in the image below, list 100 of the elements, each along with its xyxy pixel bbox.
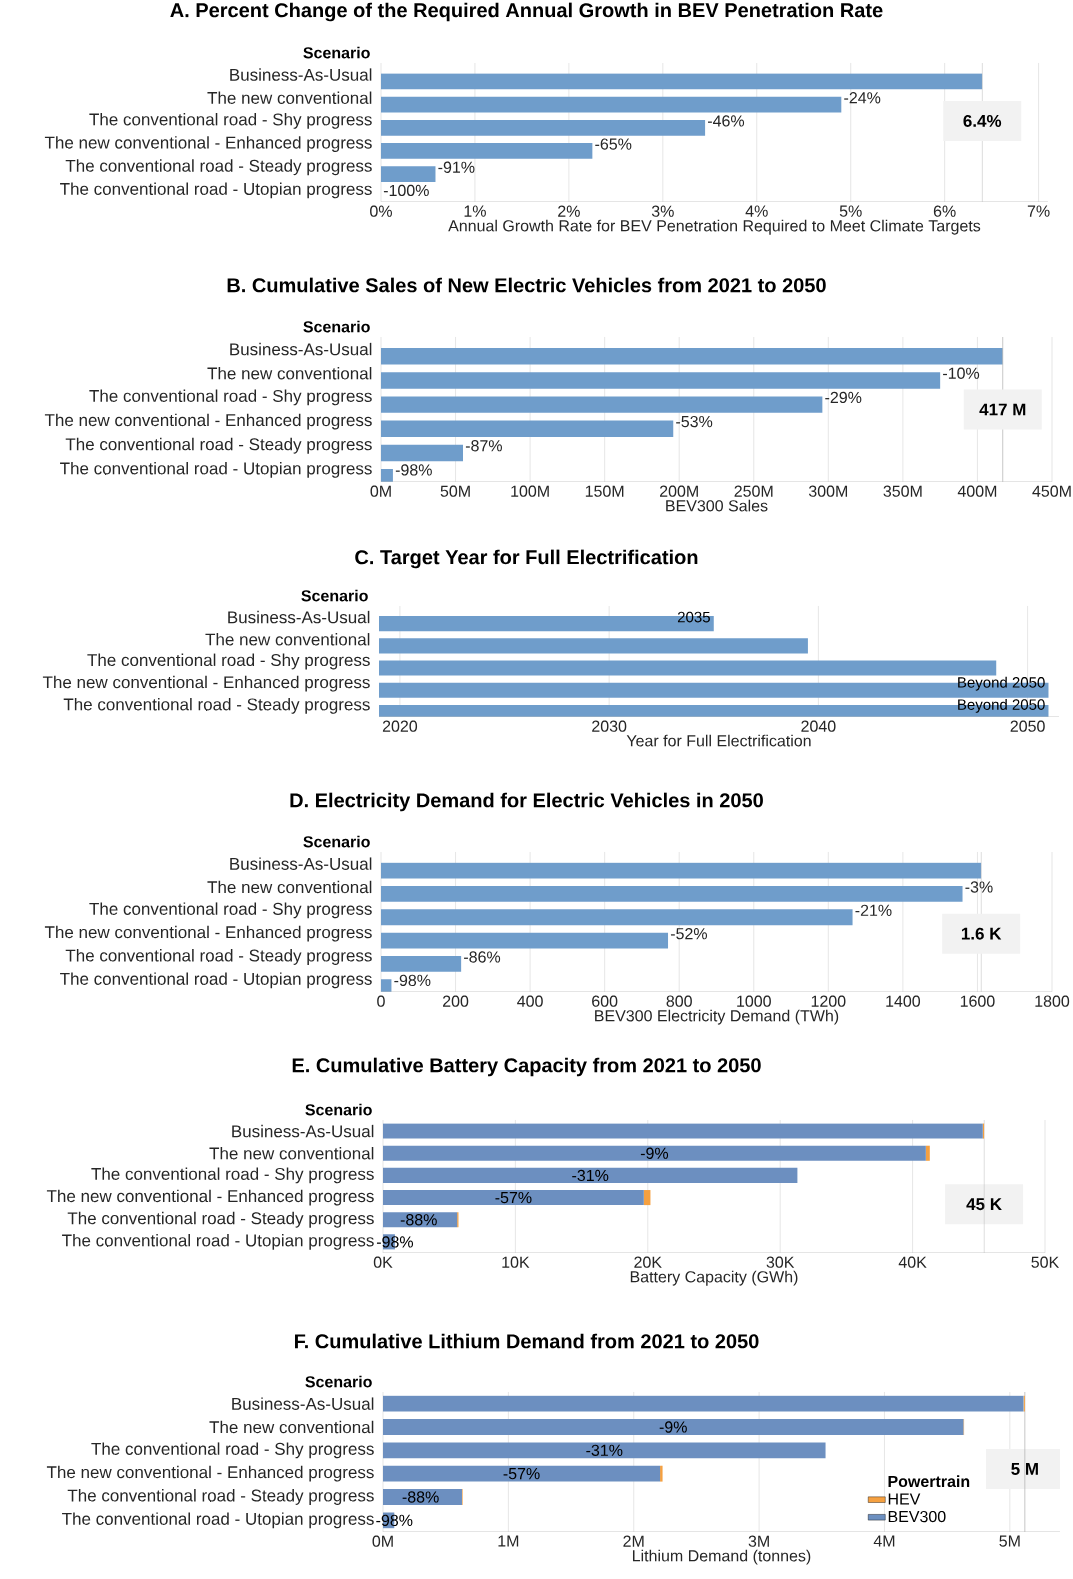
x-tick-label: 2%	[558, 205, 580, 217]
y-axis-title: Scenario	[303, 320, 370, 333]
x-tick-label: 800	[666, 995, 692, 1007]
chart-title: A. Percent Change of the Required Annual Growth in BEV Penetration Rate	[170, 2, 883, 22]
x-tick-label: 0	[377, 995, 385, 1007]
y-tick-label: The conventional road - Steady progress	[63, 697, 370, 714]
x-tick-label: 20K	[634, 1256, 662, 1268]
y-tick-label: Business-As-Usual	[232, 1124, 374, 1138]
annotation: -86%	[464, 951, 501, 963]
y-tick-label: The new conventional - Enhanced progress	[44, 136, 372, 152]
annotation: -21%	[855, 904, 892, 916]
y-tick-label: Business-As-Usual	[232, 1397, 374, 1410]
y-tick-label: Business-As-Usual	[230, 68, 372, 81]
y-tick-label: The conventional road - Utopian progress	[62, 1233, 374, 1250]
x-tick-label: 600	[592, 995, 618, 1007]
x-tick-label: 300M	[808, 485, 848, 497]
y-tick-label: The conventional road - Steady progress	[67, 1211, 374, 1228]
x-tick-label: 200M	[660, 485, 698, 497]
y-tick-label: The conventional road - Shy progress	[89, 112, 372, 129]
annotation: -88%	[400, 1214, 437, 1226]
y-axis-title: Scenario	[303, 46, 370, 59]
annotation: -3%	[965, 881, 993, 893]
x-axis-title: Battery Capacity (GWh)	[630, 1270, 798, 1286]
x-tick-label: 0M	[372, 1535, 393, 1547]
y-tick-label: Business-As-Usual	[230, 857, 372, 870]
y-tick-label: The new conventional - Enhanced progress	[46, 1465, 374, 1482]
y-tick-label: The conventional road - Steady progress	[65, 949, 372, 965]
y-tick-label: The new conventional - Enhanced progress	[44, 413, 372, 430]
x-tick-label: 0K	[373, 1256, 393, 1268]
y-axis-title: Scenario	[305, 1103, 372, 1116]
y-tick-label: The new conventional	[205, 633, 370, 646]
x-tick-label: 2050	[1010, 720, 1045, 732]
y-tick-label: The conventional road - Shy progress	[91, 1167, 374, 1184]
x-tick-label: 100M	[511, 485, 549, 497]
legend-label: HEV	[888, 1493, 921, 1505]
x-tick-label: 50M	[440, 485, 470, 497]
annotation: -91%	[438, 161, 475, 173]
x-tick-label: 2M	[623, 1535, 644, 1547]
x-axis-title: Annual Growth Rate for BEV Penetration Required to Meet Climate Targets	[448, 219, 981, 235]
legend-label: BEV300	[888, 1510, 946, 1523]
y-tick-label: The new conventional	[209, 1147, 374, 1160]
x-axis-title: Year for Full Electrification	[626, 734, 811, 747]
y-tick-label: The new conventional - Enhanced progress	[42, 675, 370, 692]
x-tick-label: 6%	[933, 205, 956, 217]
y-axis-title: Scenario	[303, 835, 370, 848]
x-tick-label: 2040	[801, 720, 836, 732]
legend-title: Powertrain	[888, 1475, 970, 1488]
chart-title: E. Cumulative Battery Capacity from 2021 to 2050	[292, 1057, 761, 1077]
x-axis-title: Lithium Demand (tonnes)	[632, 1549, 811, 1565]
x-tick-label: 200	[443, 995, 469, 1007]
x-tick-label: 4M	[873, 1535, 895, 1547]
annotation: -52%	[670, 928, 708, 940]
x-tick-label: 1600	[960, 995, 995, 1007]
x-tick-label: 3%	[651, 205, 674, 217]
x-tick-label: 50K	[1031, 1256, 1060, 1268]
ref-line-label: 6.4%	[963, 114, 1002, 127]
x-axis-title: BEV300 Electricity Demand (TWh)	[595, 1009, 839, 1025]
annotation: -65%	[595, 138, 632, 150]
x-tick-label: 3M	[748, 1535, 769, 1547]
annotation: -9%	[659, 1421, 687, 1433]
x-tick-label: 1M	[498, 1535, 519, 1547]
x-tick-label: 1800	[1035, 995, 1070, 1007]
ref-line-label: 5 M	[1011, 1463, 1038, 1475]
annotation: -87%	[465, 440, 502, 452]
x-tick-label: 5%	[839, 205, 862, 217]
x-tick-label: 250M	[734, 485, 773, 497]
y-axis-title: Scenario	[301, 589, 368, 602]
x-tick-label: 30K	[766, 1256, 795, 1268]
ref-line-label: 417 M	[979, 403, 1026, 416]
y-tick-label: The conventional road - Utopian progress	[60, 182, 372, 199]
y-tick-label: The new conventional	[209, 1420, 374, 1434]
y-tick-label: The conventional road - Utopian progress	[60, 972, 372, 989]
x-tick-label: 2030	[592, 720, 627, 732]
y-tick-label: The new conventional	[207, 367, 372, 380]
x-tick-label: 150M	[585, 485, 624, 497]
x-tick-label: 4%	[745, 205, 768, 217]
chart-title: C. Target Year for Full Electrification	[355, 549, 698, 569]
y-tick-label: Business-As-Usual	[228, 610, 370, 624]
x-tick-label: 1400	[886, 995, 921, 1007]
y-tick-label: The new conventional	[207, 880, 372, 894]
x-tick-label: 7%	[1027, 205, 1050, 217]
y-tick-label: The conventional road - Shy progress	[89, 902, 372, 919]
x-tick-label: 400	[517, 995, 543, 1007]
y-tick-label: The new conventional - Enhanced progress	[44, 925, 372, 942]
annotation: -31%	[586, 1444, 623, 1456]
y-axis-title: Scenario	[305, 1375, 372, 1388]
chart-title: B. Cumulative Sales of New Electric Vehicles from 2021 to 2050	[227, 277, 826, 293]
y-tick-label: The conventional road - Steady progress	[67, 1489, 374, 1505]
x-tick-label: 450M	[1032, 485, 1071, 497]
x-tick-label: 1%	[464, 205, 486, 217]
annotation: -31%	[572, 1169, 609, 1182]
annotation: -100%	[383, 184, 429, 197]
x-tick-label: 2020	[382, 720, 418, 732]
annotation: -10%	[943, 367, 980, 379]
annotation: -98%	[394, 974, 431, 986]
chart-title: D. Electricity Demand for Electric Vehicles in 2050	[290, 792, 763, 812]
x-tick-label: 10K	[502, 1256, 530, 1268]
annotation: -57%	[503, 1468, 540, 1480]
x-tick-label: 1200	[811, 995, 846, 1007]
annotation: -9%	[640, 1147, 669, 1159]
